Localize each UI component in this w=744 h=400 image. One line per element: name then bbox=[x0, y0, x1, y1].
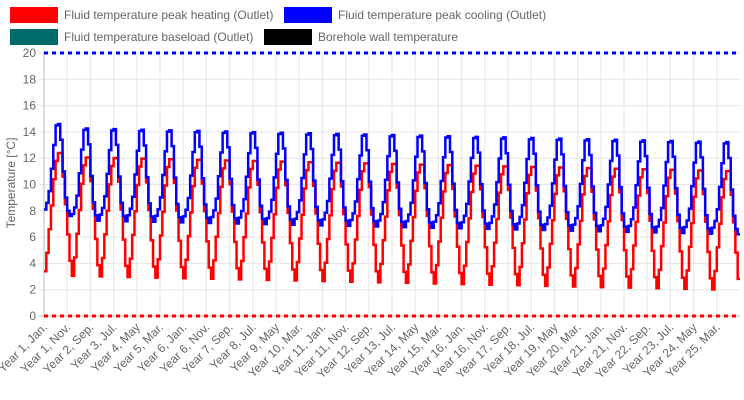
legend-item-borehole-wall[interactable]: Borehole wall temperature bbox=[264, 28, 458, 46]
series-line-0 bbox=[44, 151, 740, 291]
y-tick-label: 2 bbox=[29, 283, 36, 297]
y-tick-label: 16 bbox=[23, 99, 37, 113]
series-lines bbox=[44, 122, 740, 291]
series-line-1 bbox=[44, 122, 740, 236]
chart-legend: Fluid temperature peak heating (Outlet) … bbox=[0, 0, 744, 48]
legend-label-peak-heating: Fluid temperature peak heating (Outlet) bbox=[64, 8, 274, 22]
legend-label-borehole-wall: Borehole wall temperature bbox=[318, 30, 459, 44]
limit-lines bbox=[44, 51, 740, 318]
y-axis-title: Temperature [°C] bbox=[4, 138, 18, 229]
y-tick-labels: 0 2 4 6 8 10 12 14 16 18 20 bbox=[23, 46, 37, 323]
grid-lines bbox=[39, 52, 740, 321]
y-tick-label: 10 bbox=[23, 178, 37, 192]
legend-item-baseload[interactable]: Fluid temperature baseload (Outlet) bbox=[10, 28, 253, 46]
legend-item-peak-heating[interactable]: Fluid temperature peak heating (Outlet) bbox=[10, 6, 273, 24]
legend-label-peak-cooling: Fluid temperature peak cooling (Outlet) bbox=[338, 8, 547, 22]
legend-swatch-peak-cooling bbox=[284, 7, 332, 23]
y-tick-label: 18 bbox=[23, 72, 37, 86]
y-tick-label: 4 bbox=[29, 256, 36, 270]
x-tick-labels: Year 1, Jan.Year 1, Nov.Year 2, Sep.Year… bbox=[0, 320, 723, 381]
y-tick-label: 6 bbox=[29, 230, 36, 244]
y-tick-label: 0 bbox=[29, 309, 36, 323]
y-tick-label: 8 bbox=[29, 204, 36, 218]
y-tick-label: 14 bbox=[23, 125, 37, 139]
legend-label-baseload: Fluid temperature baseload (Outlet) bbox=[64, 30, 254, 44]
legend-swatch-borehole-wall bbox=[264, 29, 312, 45]
legend-item-peak-cooling[interactable]: Fluid temperature peak cooling (Outlet) bbox=[284, 6, 546, 24]
y-tick-label: 20 bbox=[23, 46, 37, 60]
legend-swatch-peak-heating bbox=[10, 7, 58, 23]
y-tick-label: 12 bbox=[23, 151, 37, 165]
legend-swatch-baseload bbox=[10, 29, 58, 45]
